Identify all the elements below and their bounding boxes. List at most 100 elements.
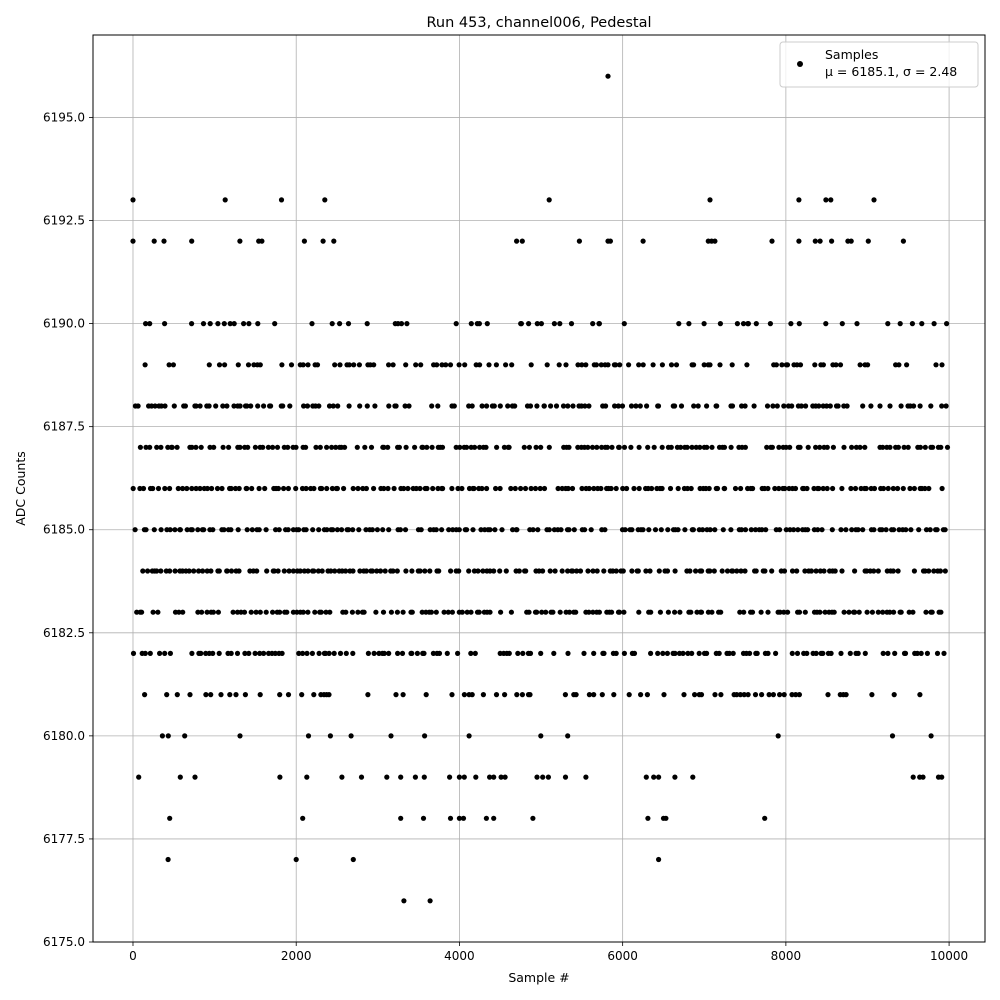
data-point	[357, 403, 363, 409]
data-point	[729, 362, 735, 368]
data-point	[565, 485, 571, 492]
data-point	[399, 650, 406, 657]
data-point	[830, 485, 836, 492]
data-point	[812, 238, 818, 244]
data-point	[401, 485, 407, 492]
data-point	[582, 527, 588, 533]
data-point	[869, 692, 875, 698]
data-point	[380, 609, 387, 615]
data-point	[216, 362, 223, 368]
data-point	[787, 444, 793, 450]
data-point	[329, 485, 335, 492]
data-point	[777, 609, 783, 615]
data-point	[638, 692, 644, 698]
data-point	[324, 527, 330, 533]
data-point	[885, 485, 891, 492]
data-point	[706, 485, 712, 492]
data-point	[272, 650, 278, 657]
data-point	[742, 527, 749, 533]
data-point	[664, 568, 671, 574]
data-point	[765, 650, 771, 657]
data-point	[636, 609, 642, 615]
data-point	[917, 444, 924, 450]
y-tick-label: 6175.0	[43, 935, 85, 949]
data-point	[613, 650, 619, 657]
data-point	[797, 362, 804, 368]
data-point	[175, 485, 181, 492]
data-point	[394, 609, 400, 615]
data-point	[871, 485, 878, 492]
data-point	[449, 485, 455, 492]
data-point	[252, 444, 258, 450]
x-tick-label: 10000	[930, 949, 968, 963]
data-point	[326, 650, 332, 657]
data-point	[456, 815, 462, 821]
data-point	[305, 362, 311, 368]
data-point	[285, 444, 291, 450]
data-point	[386, 527, 392, 533]
data-point	[573, 609, 579, 615]
y-axis-ticks: 6175.0 6177.5 6180.0 6182.5 6185.0 6187.5 6190…	[43, 110, 93, 949]
data-point	[796, 609, 803, 615]
data-point	[398, 815, 404, 821]
data-point	[534, 609, 540, 615]
data-point	[242, 650, 248, 657]
data-point	[491, 403, 497, 409]
data-point	[598, 362, 604, 368]
data-point	[904, 362, 910, 368]
data-point	[189, 321, 195, 327]
data-point	[805, 527, 811, 533]
data-point	[895, 568, 901, 574]
data-point	[334, 527, 340, 533]
data-point	[621, 650, 628, 657]
data-point	[732, 485, 739, 492]
data-point	[300, 362, 306, 368]
data-point	[629, 568, 635, 574]
data-point	[672, 774, 678, 780]
data-point	[528, 362, 534, 368]
data-point	[776, 444, 782, 450]
data-point	[880, 485, 887, 492]
data-point	[742, 403, 748, 409]
data-point	[752, 692, 759, 698]
data-point	[167, 485, 173, 492]
data-point	[619, 403, 626, 409]
data-point	[852, 609, 858, 615]
data-point	[215, 321, 221, 327]
data-point	[299, 692, 305, 698]
data-point	[677, 609, 683, 615]
data-point	[656, 568, 662, 574]
data-point	[831, 609, 837, 615]
data-point	[377, 568, 384, 574]
data-point	[414, 650, 420, 657]
data-point	[492, 527, 498, 533]
data-point	[350, 527, 356, 533]
data-point	[626, 362, 632, 368]
data-point	[207, 321, 213, 327]
data-point	[512, 485, 518, 492]
data-point	[386, 403, 392, 409]
data-point	[749, 609, 756, 615]
data-point	[487, 774, 493, 780]
data-point	[449, 609, 455, 615]
data-point	[487, 527, 493, 533]
data-point	[381, 444, 387, 450]
data-point	[816, 403, 822, 409]
data-point	[565, 568, 571, 574]
data-point	[847, 650, 853, 657]
data-point	[237, 403, 243, 409]
data-point	[305, 568, 311, 574]
data-point	[726, 650, 732, 657]
data-point	[562, 774, 569, 780]
data-point	[256, 527, 262, 533]
data-point	[270, 609, 276, 615]
data-point	[429, 444, 435, 450]
data-point	[480, 692, 486, 698]
data-point	[509, 362, 515, 368]
data-point	[640, 238, 646, 244]
data-point	[665, 527, 671, 533]
data-point	[613, 568, 619, 574]
data-point	[381, 650, 387, 657]
data-point	[151, 527, 157, 533]
data-point	[143, 321, 149, 327]
